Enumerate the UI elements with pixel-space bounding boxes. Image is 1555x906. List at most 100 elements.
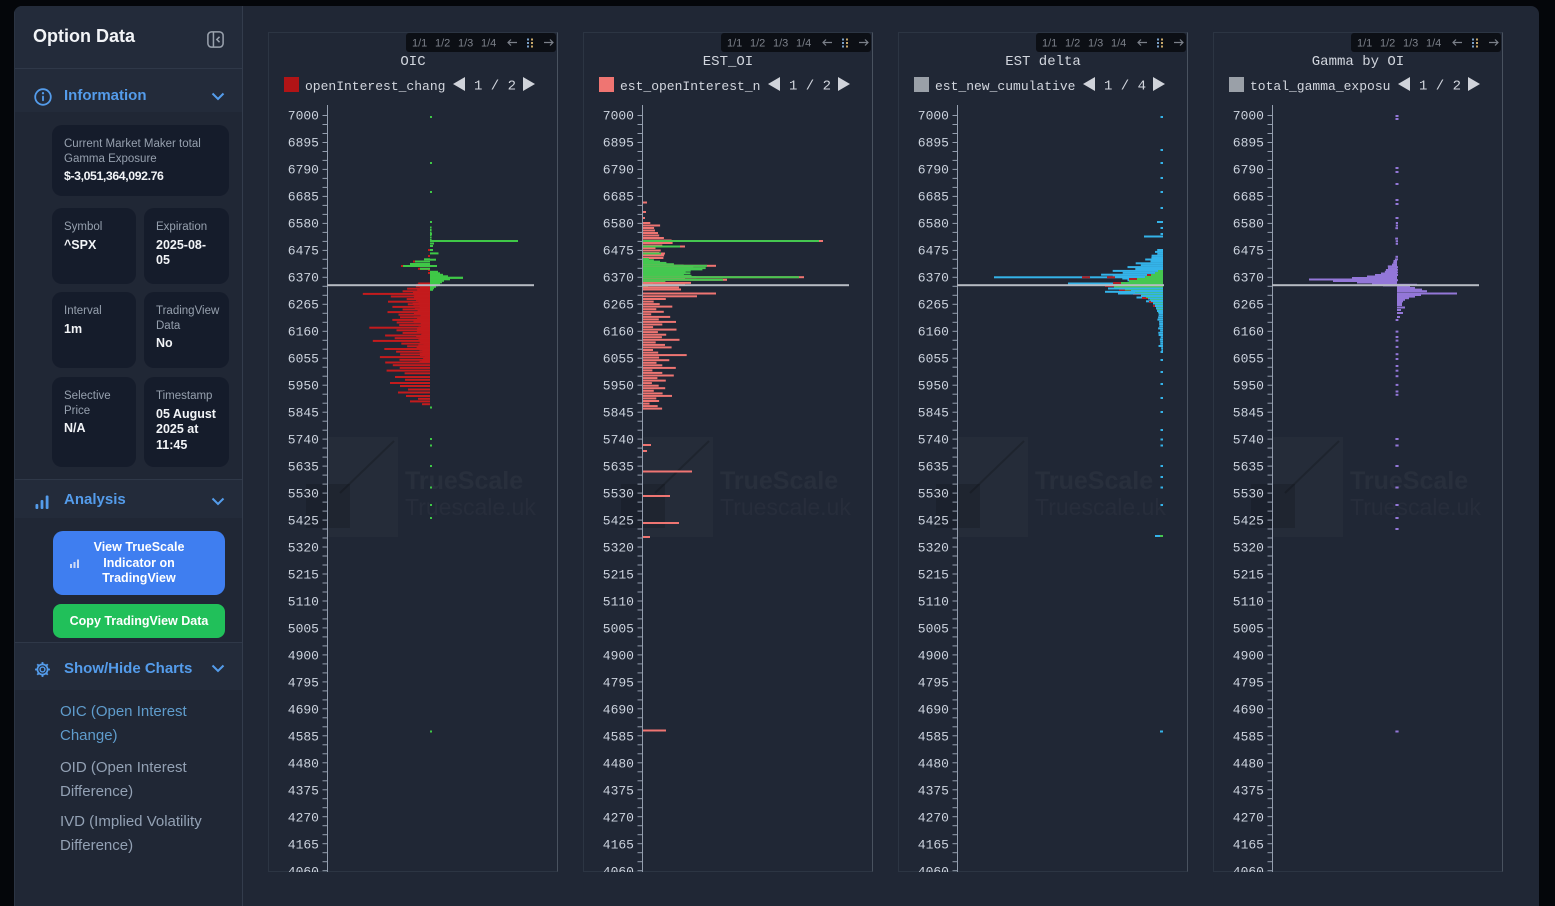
svg-text:EST delta: EST delta	[1005, 54, 1081, 70]
svg-text:4585: 4585	[603, 730, 634, 745]
svg-text:TrueScale: TrueScale	[1035, 467, 1153, 495]
svg-text:6685: 6685	[1233, 190, 1264, 205]
svg-text:5425: 5425	[918, 514, 949, 529]
svg-text:6160: 6160	[918, 325, 949, 340]
svg-text:4375: 4375	[918, 784, 949, 799]
svg-text:7000: 7000	[288, 109, 319, 124]
svg-text:4795: 4795	[918, 676, 949, 691]
svg-text:5005: 5005	[603, 622, 634, 637]
svg-text:4060: 4060	[288, 865, 319, 873]
svg-text:5635: 5635	[603, 460, 634, 475]
svg-text:4060: 4060	[918, 865, 949, 873]
svg-text:5425: 5425	[288, 514, 319, 529]
svg-text:5530: 5530	[603, 487, 634, 502]
svg-text:6265: 6265	[918, 298, 949, 313]
svg-text:4270: 4270	[288, 811, 319, 826]
svg-text:5950: 5950	[288, 379, 319, 394]
svg-text:4900: 4900	[918, 649, 949, 664]
svg-text:6475: 6475	[918, 244, 949, 259]
svg-text:4480: 4480	[288, 757, 319, 772]
svg-text:6895: 6895	[288, 136, 319, 151]
svg-text:5005: 5005	[1233, 622, 1264, 637]
svg-text:6370: 6370	[603, 271, 634, 286]
svg-text:4585: 4585	[918, 730, 949, 745]
svg-text:1/1: 1/1	[1042, 38, 1057, 50]
svg-text:4585: 4585	[1233, 730, 1264, 745]
svg-text:1/2: 1/2	[435, 38, 450, 50]
svg-text:4900: 4900	[288, 649, 319, 664]
svg-text:5215: 5215	[288, 568, 319, 583]
svg-text:5845: 5845	[288, 406, 319, 421]
svg-text:5740: 5740	[918, 433, 949, 448]
svg-text:1/1: 1/1	[727, 38, 742, 50]
svg-text:5950: 5950	[1233, 379, 1264, 394]
svg-text:1/3: 1/3	[773, 38, 788, 50]
svg-text:5740: 5740	[603, 433, 634, 448]
svg-text:est_new_cumulative: est_new_cumulative	[935, 79, 1075, 94]
svg-text:6685: 6685	[918, 190, 949, 205]
svg-text:4375: 4375	[1233, 784, 1264, 799]
svg-text:4165: 4165	[1233, 838, 1264, 853]
svg-text:6265: 6265	[288, 298, 319, 313]
svg-text:1/2: 1/2	[750, 38, 765, 50]
svg-text:5320: 5320	[603, 541, 634, 556]
svg-text:6895: 6895	[1233, 136, 1264, 151]
svg-text:1 / 2: 1 / 2	[789, 79, 831, 95]
svg-text:OIC: OIC	[400, 54, 425, 70]
svg-text:openInterest_chang: openInterest_chang	[305, 79, 445, 94]
svg-text:6055: 6055	[288, 352, 319, 367]
svg-text:6475: 6475	[603, 244, 634, 259]
svg-text:4270: 4270	[918, 811, 949, 826]
svg-text:5005: 5005	[918, 622, 949, 637]
svg-text:5110: 5110	[288, 595, 319, 610]
svg-text:5320: 5320	[1233, 541, 1264, 556]
svg-text:Truescale.uk: Truescale.uk	[720, 494, 851, 520]
svg-text:Gamma by OI: Gamma by OI	[1312, 54, 1404, 70]
svg-text:est_openInterest_n: est_openInterest_n	[620, 79, 760, 94]
svg-text:1/1: 1/1	[412, 38, 427, 50]
svg-text:Truescale.uk: Truescale.uk	[405, 494, 536, 520]
svg-text:6160: 6160	[288, 325, 319, 340]
svg-text:1/1: 1/1	[1357, 38, 1372, 50]
svg-text:5425: 5425	[1233, 514, 1264, 529]
svg-text:1/3: 1/3	[1088, 38, 1103, 50]
svg-text:4585: 4585	[288, 730, 319, 745]
svg-text:6055: 6055	[918, 352, 949, 367]
svg-text:6370: 6370	[1233, 271, 1264, 286]
svg-text:6265: 6265	[603, 298, 634, 313]
svg-text:4480: 4480	[1233, 757, 1264, 772]
svg-text:4060: 4060	[1233, 865, 1264, 873]
svg-text:5215: 5215	[918, 568, 949, 583]
svg-text:5950: 5950	[918, 379, 949, 394]
svg-text:5635: 5635	[288, 460, 319, 475]
svg-text:1/3: 1/3	[1403, 38, 1418, 50]
svg-text:4690: 4690	[288, 703, 319, 718]
svg-text:6790: 6790	[918, 163, 949, 178]
svg-text:4375: 4375	[288, 784, 319, 799]
svg-text:7000: 7000	[1233, 109, 1264, 124]
svg-text:6685: 6685	[288, 190, 319, 205]
svg-text:1/4: 1/4	[1111, 38, 1126, 50]
svg-text:6055: 6055	[603, 352, 634, 367]
svg-text:6475: 6475	[288, 244, 319, 259]
svg-text:6370: 6370	[918, 271, 949, 286]
svg-text:5530: 5530	[288, 487, 319, 502]
svg-text:4690: 4690	[1233, 703, 1264, 718]
svg-text:Truescale.uk: Truescale.uk	[1035, 494, 1166, 520]
svg-text:1/3: 1/3	[458, 38, 473, 50]
svg-text:4690: 4690	[603, 703, 634, 718]
svg-text:6055: 6055	[1233, 352, 1264, 367]
svg-text:6685: 6685	[603, 190, 634, 205]
svg-text:1/4: 1/4	[481, 38, 496, 50]
svg-text:total_gamma_exposu: total_gamma_exposu	[1250, 79, 1390, 94]
svg-text:5110: 5110	[1233, 595, 1264, 610]
svg-text:1 / 2: 1 / 2	[1419, 79, 1461, 95]
svg-text:5530: 5530	[918, 487, 949, 502]
svg-text:1/4: 1/4	[796, 38, 811, 50]
svg-text:4060: 4060	[603, 865, 634, 873]
svg-text:5740: 5740	[1233, 433, 1264, 448]
svg-text:6895: 6895	[603, 136, 634, 151]
svg-text:6475: 6475	[1233, 244, 1264, 259]
svg-text:5110: 5110	[603, 595, 634, 610]
svg-text:6580: 6580	[1233, 217, 1264, 232]
